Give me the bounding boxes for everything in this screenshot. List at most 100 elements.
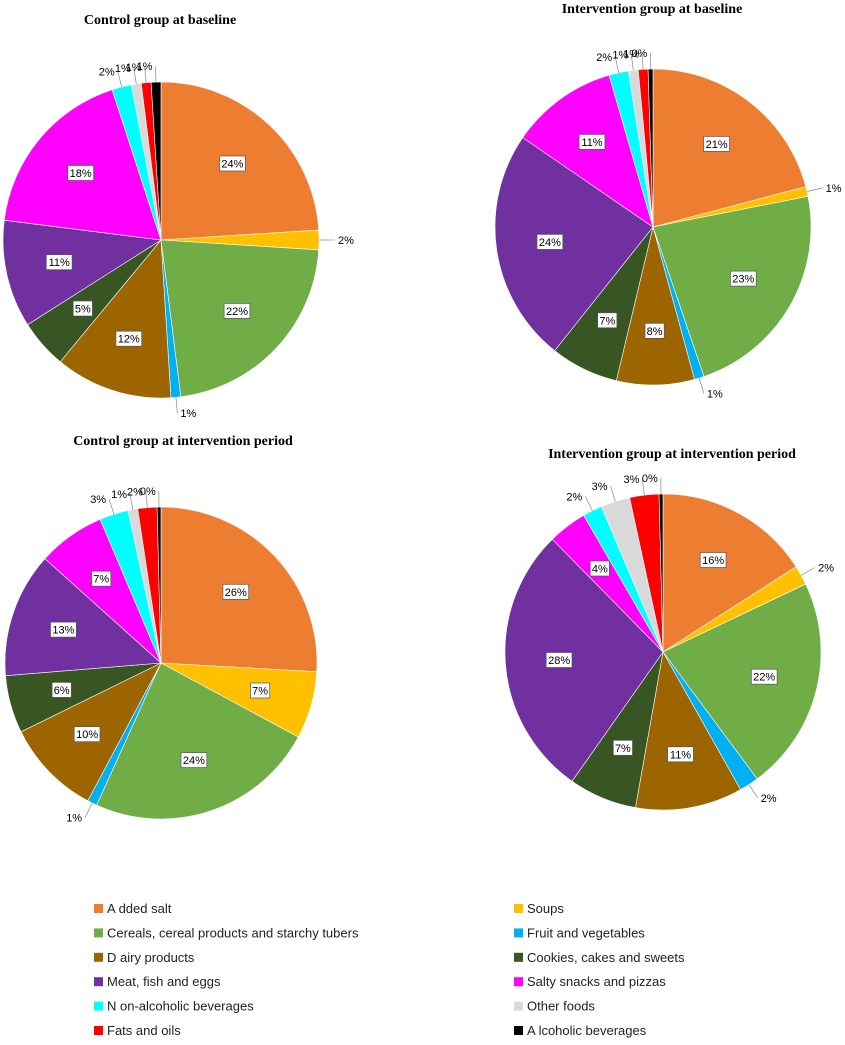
data-label-box [589,560,610,577]
data-label-box [578,134,606,150]
data-label-intervention-intervention-period-10: 3% [623,474,639,486]
data-label-intervention-intervention-period-2: 22% [753,672,775,684]
data-label-intervention-baseline-5: 7% [599,315,615,327]
data-label-control-baseline-9: 1% [115,63,131,75]
data-label-box [115,330,143,347]
pie-slice-control-baseline-7 [3,89,162,241]
data-label-intervention-intervention-period-1: 2% [818,563,834,575]
data-label-intervention-baseline-11: 0% [631,48,647,60]
leader-line [129,493,134,510]
data-label-box [222,583,250,600]
legend-label-4: D airy products [107,950,195,965]
legend-label-8: N on-alcoholic beverages [107,999,254,1014]
data-label-intervention-intervention-period-9: 3% [592,481,608,493]
data-label-control-intervention-period-5: 6% [54,685,70,697]
data-label-intervention-baseline-9: 1% [612,49,628,61]
leader-line [108,498,115,515]
data-label-box [612,739,633,756]
chart-title-control-baseline: Control group at baseline [84,13,236,28]
data-label-box [644,322,665,339]
data-label-box [699,552,727,568]
legend-label-1: Soups [527,901,564,916]
data-label-intervention-baseline-7: 11% [581,137,602,149]
data-label-intervention-intervention-period-0: 16% [702,555,724,567]
data-label-control-intervention-period-11: 0% [140,486,156,498]
data-label-intervention-baseline-2: 23% [732,274,754,286]
data-label-control-intervention-period-4: 10% [76,729,98,741]
legend-swatch-9 [514,1001,523,1011]
legend-label-10: Fats and oils [107,1023,181,1038]
legend: A dded salt Soups Cereals, cereal products… [94,901,685,1038]
data-label-intervention-intervention-period-5: 7% [615,743,631,755]
pie-slice-control-intervention-period-2 [96,662,299,820]
pie-control-baseline: 24%2%22%1%12%5%11%18%2% 1%1%1% [2,61,354,420]
data-label-box [750,668,778,685]
legend-swatch-11 [514,1026,523,1035]
data-label-box [703,136,730,152]
pie-slice-intervention-intervention-period-4 [635,651,741,811]
data-label-control-baseline-10: 1% [126,62,142,74]
leader-line [175,397,178,414]
data-label-control-baseline-6: 11% [49,257,70,269]
leader-line [144,66,147,83]
legend-swatch-2 [94,928,103,938]
data-label-box [45,254,73,271]
data-label-control-intervention-period-0: 26% [225,587,247,599]
data-label-intervention-baseline-4: 8% [647,326,663,338]
data-label-control-baseline-0: 24% [221,159,243,171]
data-label-intervention-intervention-period-3: 2% [761,793,777,805]
leader-line [584,496,593,511]
data-label-control-intervention-period-1: 7% [252,686,268,698]
leader-line [145,491,148,508]
data-label-control-intervention-period-2: 24% [183,755,205,767]
leader-line [133,68,137,84]
data-label-control-intervention-period-6: 13% [52,625,74,637]
data-label-box [219,155,246,172]
data-label-control-baseline-2: 22% [226,306,248,318]
data-label-intervention-baseline-10: 1% [623,48,639,60]
data-label-intervention-baseline-1: 1% [826,183,842,195]
pie-slice-control-intervention-period-6 [4,558,162,677]
pie-slice-intervention-intervention-period-2 [662,583,822,780]
data-label-control-baseline-4: 12% [118,334,140,346]
leader-line [84,802,93,818]
pie-slice-intervention-intervention-period-0 [662,493,797,653]
data-label-box [536,234,564,250]
leader-line [155,66,157,83]
data-label-box [223,303,251,319]
data-label-control-intervention-period-9: 1% [111,489,127,501]
legend-swatch-8 [94,1001,103,1011]
pie-slice-intervention-intervention-period-11 [658,493,664,653]
pie-slice-intervention-intervention-period-6 [504,538,664,782]
data-label-box [91,570,112,587]
data-label-control-intervention-period-7: 7% [93,574,109,586]
data-label-intervention-intervention-period-4: 11% [670,749,691,761]
leader-line [748,784,758,799]
leader-line [614,57,620,73]
legend-swatch-10 [94,1026,103,1035]
data-label-intervention-intervention-period-6: 28% [548,655,570,667]
data-label-control-baseline-7: 18% [70,168,92,180]
pie-slice-control-baseline-4 [59,239,172,399]
data-label-box [51,682,72,698]
legend-swatch-1 [514,904,523,913]
data-label-box [50,621,77,638]
pie-slice-control-intervention-period-11 [156,506,162,664]
pie-control-intervention-period: 26%7%24%1%10%6%13%7%3% 1% 2%0% [4,486,318,824]
data-label-intervention-baseline-0: 21% [706,139,728,151]
legend-label-7: Salty snacks and pizzas [527,974,666,989]
chart-title-intervention-intervention-period: Intervention group at intervention perio… [548,447,796,462]
data-label-intervention-intervention-period-7: 4% [592,564,608,576]
data-label-box [250,682,271,699]
data-label-intervention-baseline-8: 2% [596,52,612,64]
data-label-box [667,746,694,763]
leader-line [630,54,634,71]
leader-line [642,479,645,496]
data-label-control-intervention-period-10: 2% [127,487,143,499]
pie-intervention-baseline: 21%1%23%1%8%7%24%11%2% 1%1%0% [494,48,842,400]
data-label-intervention-intervention-period-11: 0% [642,473,658,485]
leader-line [800,567,816,576]
data-label-box [597,312,618,329]
legend-label-3: Fruit and vegetables [527,925,645,940]
